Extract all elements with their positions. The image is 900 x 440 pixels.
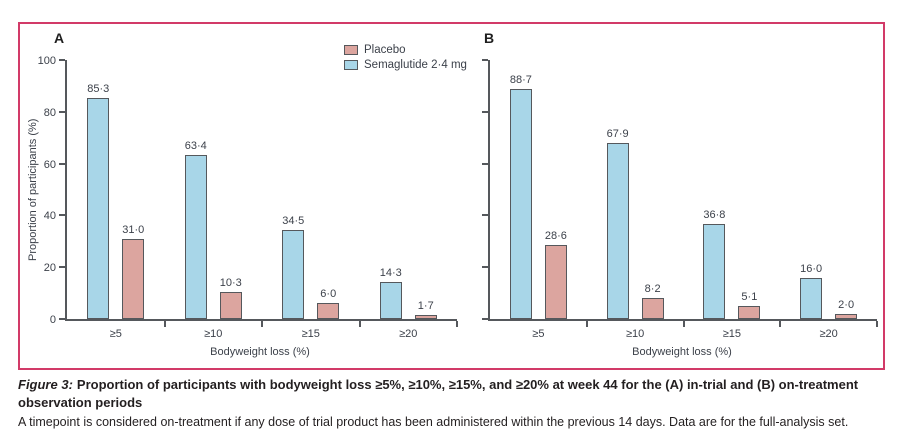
bar-group-2: 36·8 5·1 ≥15	[684, 60, 781, 340]
bar-semaglutide-cat3: 14·3	[380, 267, 402, 319]
bar-group-0: 88·7 28·6 ≥5	[490, 60, 587, 340]
y-axis-tick-label-20: 20	[43, 262, 56, 275]
y-axis-tick-40	[59, 214, 65, 217]
category-label-1: ≥10	[204, 328, 223, 340]
x-axis-tick-4	[456, 321, 458, 327]
bar-placebo-cat2: 5·1	[738, 291, 761, 319]
bar-placebo-cat0: 31·0	[122, 224, 144, 319]
x-axis-tick-1	[163, 321, 166, 327]
legend-item-semaglutide: Semaglutide 2·4 mg	[344, 59, 467, 71]
y-axis-tick-label-0: 0	[49, 314, 56, 326]
bar-value-label-placebo-cat1: 10·3	[219, 277, 242, 290]
bar-group-3: 14·3 1·7 ≥20	[360, 60, 458, 340]
x-axis-tick-2	[682, 321, 685, 327]
bar-value-label-semaglutide-cat3: 14·3	[379, 266, 402, 279]
bar-value-label-semaglutide-cat2: 34·5	[282, 214, 305, 227]
y-axis-tick-100	[482, 59, 488, 61]
panel-b-x-axis-title: Bodyweight loss (%)	[632, 346, 732, 358]
panel-a-x-axis-title: Bodyweight loss (%)	[210, 346, 310, 358]
bar-semaglutide-cat0: 85·3	[87, 83, 109, 319]
x-axis-tick-3	[779, 321, 782, 327]
panel-b-label: B	[484, 30, 495, 46]
bar-group-0: 85·3 31·0 ≥5	[67, 60, 165, 340]
bar-value-label-semaglutide-cat2: 36·8	[703, 208, 726, 221]
y-axis-tick-80	[482, 110, 488, 113]
y-axis-tick-20	[59, 266, 65, 269]
bar-semaglutide-cat1: 63·4	[185, 140, 207, 319]
y-axis-tick-40	[482, 214, 488, 217]
x-axis-tick-2	[261, 321, 263, 327]
bar-group-3: 16·0 2·0 ≥20	[780, 60, 877, 340]
bar-semaglutide-cat1: 67·9	[607, 128, 629, 319]
x-axis-tick-1	[585, 321, 588, 327]
bar-semaglutide-cat3: 16·0	[800, 263, 822, 319]
y-axis-title: Proportion of participants (%)	[27, 118, 39, 261]
y-axis-tick-label-40: 40	[43, 210, 56, 223]
legend-label-placebo: Placebo	[364, 44, 406, 56]
bar-value-label-placebo-cat0: 28·6	[544, 229, 567, 242]
category-label-2: ≥15	[722, 328, 742, 340]
bar-value-label-semaglutide-cat1: 67·9	[606, 128, 629, 141]
figure-footnote: A timepoint is considered on-treatment i…	[18, 415, 849, 429]
category-label-3: ≥20	[819, 328, 838, 340]
panel-a-plot-area: 0 20 40 60 80 100 85·3 31·0 ≥5 63·4 10·3 ≥10 34·5 6·0…	[38, 55, 458, 340]
semaglutide-swatch-icon	[344, 60, 358, 70]
y-axis-tick-60	[482, 162, 488, 165]
bar-placebo-cat2: 6·0	[317, 288, 340, 319]
figure-title: Proportion of participants with bodyweig…	[18, 377, 859, 410]
category-label-3: ≥20	[399, 328, 418, 340]
y-axis-tick-label-60: 60	[43, 158, 56, 171]
bar-group-1: 63·4 10·3 ≥10	[165, 60, 263, 340]
panel-a-label: A	[54, 30, 65, 46]
figure-caption: Figure 3: Proportion of participants with…	[18, 376, 884, 412]
figure-frame: A B Proportion of participants (%) 0 20 40…	[18, 22, 885, 370]
bar-value-label-placebo-cat2: 6·0	[320, 288, 337, 301]
category-label-0: ≥5	[532, 328, 545, 340]
category-label-1: ≥10	[625, 328, 645, 340]
y-axis-tick-100	[59, 59, 65, 61]
category-label-2: ≥15	[301, 328, 320, 340]
category-label-0: ≥5	[109, 328, 122, 340]
bar-placebo-cat3: 1·7	[414, 300, 437, 319]
bar-placebo-cat3: 2·0	[835, 299, 858, 319]
bar-value-label-placebo-cat3: 2·0	[838, 298, 855, 311]
bar-placebo-cat1: 10·3	[220, 277, 242, 319]
placebo-swatch-icon	[344, 45, 358, 55]
bar-placebo-cat0: 28·6	[545, 230, 567, 319]
bar-value-label-semaglutide-cat3: 16·0	[800, 262, 823, 275]
bar-value-label-placebo-cat1: 8·2	[644, 282, 661, 295]
bar-semaglutide-cat2: 34·5	[282, 215, 304, 319]
y-axis-tick-0	[59, 318, 65, 320]
bar-semaglutide-cat2: 36·8	[703, 209, 725, 319]
bar-group-1: 67·9 8·2 ≥10	[587, 60, 684, 340]
bar-placebo-cat1: 8·2	[641, 283, 664, 319]
legend-label-semaglutide: Semaglutide 2·4 mg	[364, 59, 467, 71]
bar-group-2: 34·5 6·0 ≥15	[262, 60, 360, 340]
legend-item-placebo: Placebo	[344, 44, 467, 56]
y-axis-tick-60	[59, 162, 65, 165]
bar-value-label-placebo-cat3: 1·7	[417, 299, 434, 312]
y-axis-tick-0	[482, 318, 488, 320]
y-axis-tick-label-80: 80	[43, 106, 56, 119]
bar-value-label-semaglutide-cat0: 85·3	[87, 83, 110, 96]
x-axis-tick-3	[358, 321, 361, 327]
panel-b-plot-area: 88·7 28·6 ≥5 67·9 8·2 ≥10 36·8 5·1 ≥15 16·0 2·0 ≥20	[482, 59, 878, 340]
y-axis-tick-label-100: 100	[37, 55, 56, 67]
y-axis-tick-20	[482, 266, 488, 269]
legend: Placebo Semaglutide 2·4 mg	[344, 44, 467, 71]
bar-semaglutide-cat0: 88·7	[510, 74, 532, 319]
y-axis-tick-80	[59, 110, 65, 113]
bar-value-label-semaglutide-cat1: 63·4	[184, 139, 207, 152]
bar-value-label-placebo-cat2: 5·1	[741, 290, 758, 303]
figure-number-label: Figure 3:	[18, 377, 73, 392]
bar-value-label-placebo-cat0: 31·0	[122, 223, 145, 236]
bar-value-label-semaglutide-cat0: 88·7	[509, 74, 532, 87]
x-axis-tick-4	[876, 321, 878, 327]
